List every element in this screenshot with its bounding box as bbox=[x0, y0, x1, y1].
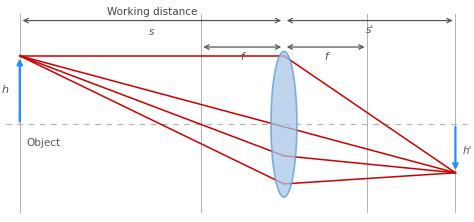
Text: s': s' bbox=[365, 25, 374, 35]
Text: s: s bbox=[149, 27, 155, 37]
Text: f: f bbox=[324, 52, 328, 62]
Text: Object: Object bbox=[27, 138, 61, 148]
Polygon shape bbox=[271, 52, 297, 197]
Text: Working distance: Working distance bbox=[107, 7, 197, 17]
Text: h: h bbox=[1, 85, 8, 95]
Text: f: f bbox=[240, 52, 244, 62]
Text: h': h' bbox=[462, 146, 472, 156]
